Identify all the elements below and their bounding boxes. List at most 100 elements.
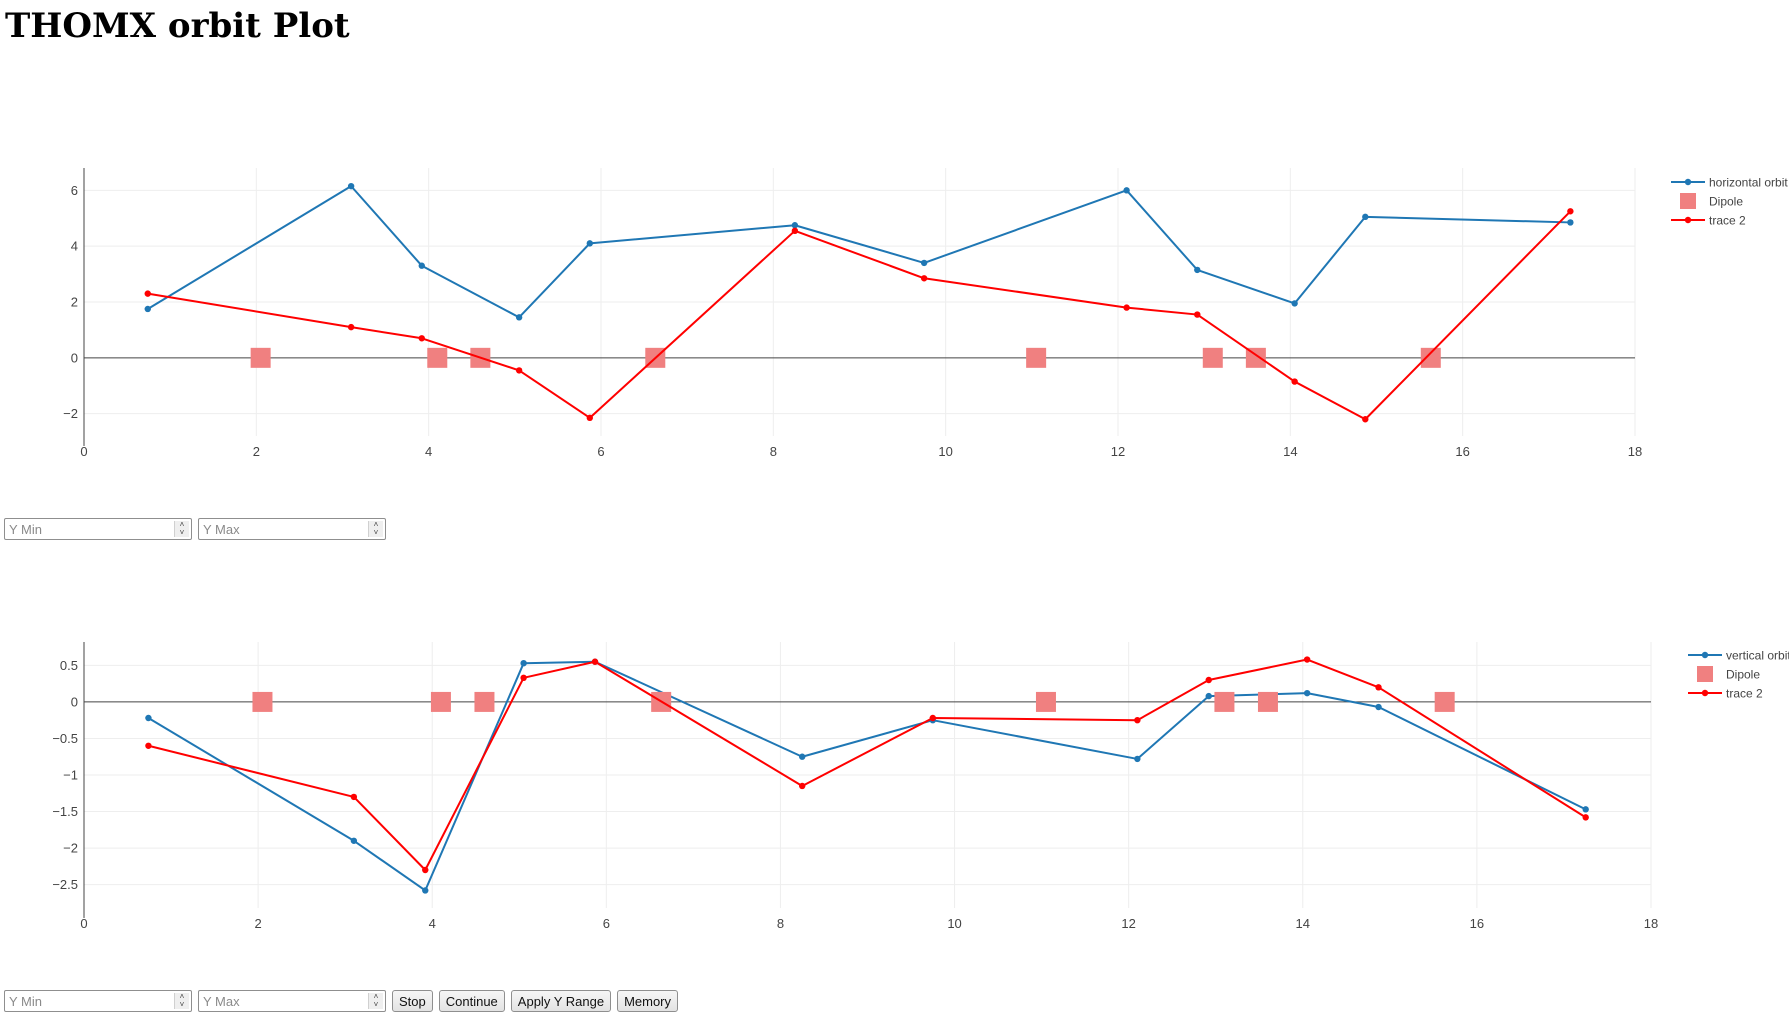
continue-button[interactable]: Continue xyxy=(438,990,505,1012)
chart2-data-point xyxy=(1303,656,1311,663)
chart1-series-2 xyxy=(144,208,1574,423)
chart2-dipole-marker xyxy=(430,691,451,712)
chart1-series-0 xyxy=(144,182,1574,321)
chart2-y-tick-label: −2 xyxy=(63,841,78,856)
chart1-dipole-marker xyxy=(1245,347,1266,368)
chart1-y-tick-label: 4 xyxy=(71,239,78,254)
chart1-ymin-input[interactable] xyxy=(4,518,192,540)
chart2-ymin-input[interactable] xyxy=(4,990,192,1012)
chart1-data-point xyxy=(515,314,523,321)
chart1-data-point xyxy=(1194,311,1201,318)
chart1-legend-point-swatch xyxy=(1684,178,1692,186)
chart1-data-point xyxy=(418,262,425,269)
chart2-data-point xyxy=(1205,692,1212,700)
chart2-x-tick-label: 18 xyxy=(1644,916,1658,931)
chart2-data-point xyxy=(591,658,599,665)
chart2-series-2 xyxy=(145,656,1589,874)
apply-y-range-button[interactable]: Apply Y Range xyxy=(510,990,612,1012)
chart1-ymin-spinner-icon[interactable]: ˄ ˅ xyxy=(174,521,189,537)
chart1-dipole-marker xyxy=(1026,347,1047,368)
chart2-x-tick-label: 12 xyxy=(1121,916,1135,931)
chart2-x-tick-label: 16 xyxy=(1470,916,1484,931)
chart2-x-tick-label: 4 xyxy=(429,916,436,931)
chart1-data-point xyxy=(1291,378,1298,385)
chart1-legend-point-swatch xyxy=(1684,216,1692,224)
chart1-legend-label: horizontal orbit xyxy=(1709,176,1788,190)
chart1-data-point xyxy=(586,414,593,422)
chart1-legend-square-swatch xyxy=(1680,193,1696,209)
chart2-legend-point-swatch xyxy=(1701,689,1709,697)
chart2-data-point xyxy=(1375,703,1382,711)
chart2-x-tick-label: 14 xyxy=(1296,916,1310,931)
chart1-data-point xyxy=(1362,213,1369,221)
chart2-x-tick-label: 8 xyxy=(777,916,784,931)
chart1-dipole-marker xyxy=(1202,347,1223,368)
chart2-y-tick-label: −1.5 xyxy=(52,804,78,819)
chart2-y-tick-label: 0 xyxy=(71,694,78,709)
chart2-ymin-spinner-icon[interactable]: ˄ ˅ xyxy=(174,993,189,1009)
vertical-orbit-chart[interactable]: 0 2 4 6 8 10 12 14 16 18 −2.5 −2 −1.5 −1 −0.5 0 0.5 verti… xyxy=(0,612,1789,942)
chart2-dipole-marker xyxy=(252,691,273,712)
chart1-data-point xyxy=(1123,187,1130,194)
chart1-data-point xyxy=(515,367,523,374)
chart1-series-line xyxy=(147,185,1571,319)
chart1-data-point xyxy=(586,240,593,247)
chart2-ymax-wrap: ˄˅ xyxy=(198,990,386,1012)
chart1-data-point xyxy=(1362,416,1369,423)
chart1-x-tick-label: 16 xyxy=(1455,444,1469,459)
chart1-data-point xyxy=(920,259,928,267)
chart1-x-tick-label: 18 xyxy=(1628,444,1642,459)
chart2-data-point xyxy=(145,714,152,722)
chart2-y-tick-label: 0.5 xyxy=(60,658,78,673)
chart2-data-point xyxy=(1375,684,1382,691)
chart2-data-point xyxy=(1134,716,1141,724)
chart1-x-tick-label: 6 xyxy=(597,444,604,459)
chart2-data-point xyxy=(929,714,936,722)
chart1-dipole-marker xyxy=(1420,347,1441,368)
chart1-ymin-wrap: ˄˅ xyxy=(4,518,192,540)
chart2-data-point xyxy=(1582,814,1589,821)
chart2-y-tick-label: −0.5 xyxy=(52,731,78,746)
chart2-data-point xyxy=(350,837,358,844)
page-title: THOMX orbit Plot xyxy=(5,6,350,46)
chart1-data-point xyxy=(347,323,355,331)
chart1-data-point xyxy=(144,290,151,297)
chart1-ymax-input[interactable] xyxy=(198,518,386,540)
chart2-data-point xyxy=(1205,676,1212,684)
chart2-dipole-marker xyxy=(1035,691,1056,712)
chart1-ymax-spinner-icon[interactable]: ˄ ˅ xyxy=(368,521,383,537)
chart2-ymax-spinner-icon[interactable]: ˄ ˅ xyxy=(368,993,383,1009)
chart1-data-point xyxy=(418,335,425,342)
chart2-dipole-marker xyxy=(1434,691,1455,712)
chart2-data-point xyxy=(799,753,806,760)
chart2-ymax-input[interactable] xyxy=(198,990,386,1012)
chart2-x-tick-label: 2 xyxy=(254,916,261,931)
chart2-x-tick-label: 10 xyxy=(947,916,961,931)
chart2-controls: ˄˅ ˄˅ Stop Continue Apply Y Range Memory xyxy=(4,990,679,1012)
chart1-legend-label: Dipole xyxy=(1709,195,1743,209)
chart2-legend-label: vertical orbit xyxy=(1726,649,1789,663)
chart2-legend: vertical orbit Dipole trace 2 xyxy=(1688,649,1789,701)
chart1-data-point xyxy=(1123,304,1130,311)
chart1-x-tick-label: 12 xyxy=(1111,444,1125,459)
chart1-y-tick-label: 0 xyxy=(71,350,78,365)
chart1-data-point xyxy=(920,275,928,282)
horizontal-orbit-chart[interactable]: 0 2 4 6 8 10 12 14 16 18 −2 0 2 4 6 horizontal orbit Dip… xyxy=(0,140,1789,470)
chart2-legend-square-swatch xyxy=(1697,666,1713,682)
chart1-dipole-marker xyxy=(250,347,271,368)
chart2-legend-point-swatch xyxy=(1701,651,1709,659)
memory-button[interactable]: Memory xyxy=(617,990,679,1012)
chart1-data-point xyxy=(347,182,355,190)
chart1-data-point xyxy=(1194,266,1201,274)
chart2-data-point xyxy=(799,782,806,790)
chart1-x-tick-label: 4 xyxy=(425,444,432,459)
chart2-ymin-wrap: ˄˅ xyxy=(4,990,192,1012)
chart1-grid xyxy=(84,168,1636,436)
chart2-data-point xyxy=(520,674,527,682)
chart1-x-tick-label: 14 xyxy=(1283,444,1297,459)
chart1-data-point xyxy=(1291,300,1298,307)
chart2-series-line xyxy=(147,660,1587,892)
stop-button[interactable]: Stop xyxy=(392,990,433,1012)
chart1-data-point xyxy=(1567,219,1574,226)
chart1-legend: horizontal orbit Dipole trace 2 xyxy=(1671,176,1788,228)
